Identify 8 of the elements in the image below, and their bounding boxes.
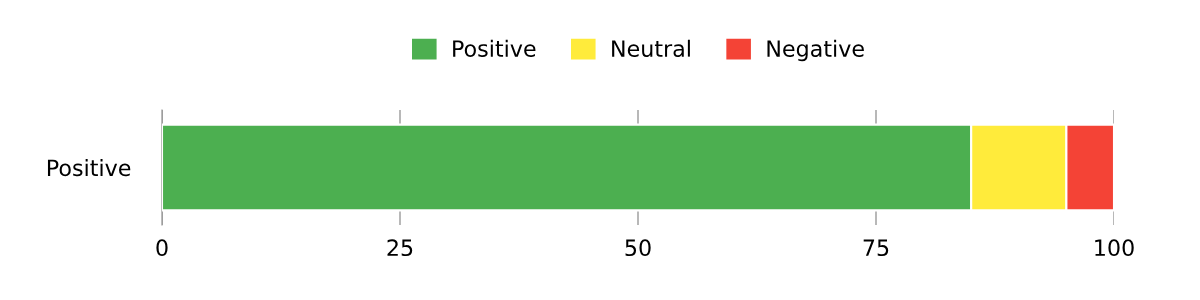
legend-label: Positive [453, 39, 536, 57]
legend-label: Neutral [612, 39, 690, 57]
x-tick-label: 100 [1095, 239, 1134, 257]
x-tick-label: 75 [863, 239, 889, 257]
legend-label: Negative [767, 39, 864, 62]
x-tick-label: 0 [156, 239, 168, 257]
x-tick-label: 25 [387, 239, 413, 257]
x-tick-label: 50 [625, 239, 651, 257]
